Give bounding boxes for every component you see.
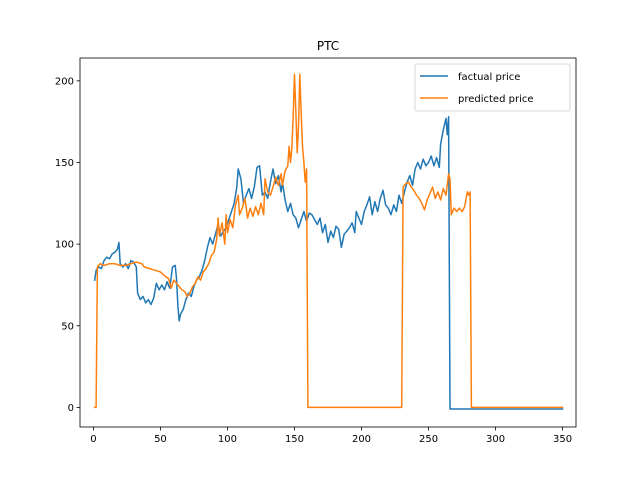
axes-frame xyxy=(79,57,577,428)
plot-area xyxy=(93,73,564,410)
x-tick-label: 100 xyxy=(218,434,237,445)
series-line-factual-price xyxy=(93,116,564,410)
x-tick-label: 250 xyxy=(419,434,438,445)
x-tick-label: 350 xyxy=(553,434,572,445)
x-tick-label: 50 xyxy=(154,434,167,445)
legend-label-predicted-price: predicted price xyxy=(458,94,534,105)
series-line-predicted-price xyxy=(93,73,564,409)
x-tick-label: 150 xyxy=(285,434,304,445)
y-tick-label: 0 xyxy=(68,403,74,414)
y-tick-label: 50 xyxy=(61,321,74,332)
y-tick-label: 200 xyxy=(55,76,74,87)
axis-ticks: 0 50 100 150 200 250 300 350 0 50 100 150 200 xyxy=(55,76,572,445)
y-tick-label: 100 xyxy=(55,240,74,251)
x-tick-label: 0 xyxy=(90,434,96,445)
legend-label-factual-price: factual price xyxy=(458,72,520,83)
x-tick-label: 300 xyxy=(486,434,505,445)
legend: factual price predicted price xyxy=(414,63,571,112)
x-tick-label: 200 xyxy=(352,434,371,445)
legend-box xyxy=(414,63,571,112)
chart-title: PTC xyxy=(317,39,339,53)
y-tick-label: 150 xyxy=(55,158,74,169)
